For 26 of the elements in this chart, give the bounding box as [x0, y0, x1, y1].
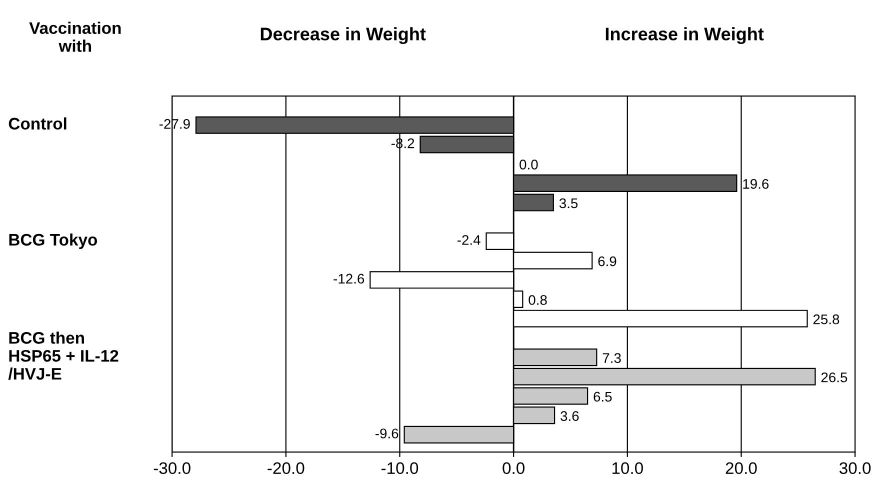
text: Decrease in Weight	[260, 27, 426, 44]
y-tick-label: BCG Tokyo	[9, 233, 98, 249]
data-label: 3.5	[559, 198, 578, 208]
y-axis-title: Vaccination with	[29, 22, 121, 52]
x-tick-label: 0.0	[502, 462, 525, 474]
y-tick-label: Control	[8, 117, 66, 130]
data-label: 6.5	[594, 392, 612, 402]
x-tick-label: 10.0	[612, 462, 643, 474]
x-tick-label: -30.0	[154, 462, 190, 474]
data-label: 0.8	[528, 295, 547, 305]
x-tick-label: -20.0	[268, 462, 304, 474]
text: Increase in Weight	[606, 27, 764, 44]
data-label: 3.6	[560, 411, 579, 421]
data-label: -12.6	[334, 274, 364, 284]
data-label: 7.3	[602, 353, 621, 363]
data-label: -9.6	[376, 428, 398, 438]
data-label: -2.4	[457, 235, 480, 245]
data-label: 6.9	[598, 256, 616, 266]
data-label: 0.0	[520, 160, 538, 170]
data-label: 26.5	[821, 372, 848, 382]
data-label: 19.6	[743, 179, 769, 189]
x-tick-label: 20.0	[726, 462, 757, 474]
x-tick-label: -10.0	[381, 462, 418, 474]
x-tick-label: 30.0	[839, 462, 871, 474]
data-label: 25.8	[813, 314, 840, 324]
y-tick-label: BCG then HSP65 + IL-12 /HVJ-E	[8, 332, 118, 380]
